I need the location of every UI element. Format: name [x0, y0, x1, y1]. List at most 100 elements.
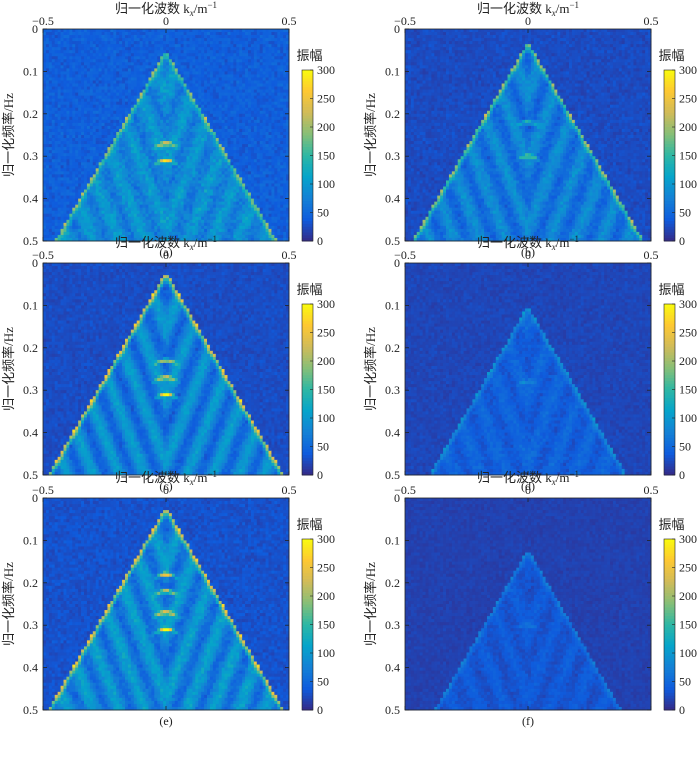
heatmap-cell: [224, 44, 228, 48]
heatmap-cell: [160, 122, 164, 127]
heatmap-cell: [163, 141, 167, 145]
heatmap-cell: [256, 180, 261, 184]
heatmap-cell: [253, 29, 258, 33]
heatmap-cell: [66, 174, 70, 178]
heatmap-cell: [122, 128, 126, 133]
heatmap-cell: [224, 131, 228, 136]
heatmap-cell: [248, 162, 252, 166]
heatmap-cell: [230, 125, 234, 130]
heatmap-cell: [245, 180, 249, 184]
heatmap-cell: [157, 80, 161, 84]
heatmap-cell: [43, 113, 47, 118]
heatmap-cell: [60, 186, 64, 190]
heatmap-cell: [265, 174, 269, 178]
heatmap-cell: [274, 138, 278, 142]
heatmap-cell: [245, 125, 249, 130]
heatmap-cell: [98, 38, 102, 42]
heatmap-cell: [86, 171, 91, 175]
heatmap-cell: [286, 192, 290, 196]
heatmap-cell: [92, 59, 97, 63]
heatmap-cell: [174, 50, 179, 54]
heatmap-cell: [209, 141, 214, 145]
heatmap-cell: [277, 198, 281, 203]
heatmap-cell: [60, 198, 64, 203]
heatmap-cell: [227, 174, 231, 178]
heatmap-cell: [78, 77, 82, 81]
heatmap-cell: [227, 162, 231, 166]
heatmap-cell: [277, 59, 281, 63]
heatmap-cell: [174, 98, 179, 103]
heatmap-cell: [280, 41, 284, 45]
heatmap-cell: [104, 50, 108, 54]
heatmap-cell: [189, 131, 193, 136]
heatmap-cell: [92, 89, 97, 93]
heatmap-cell: [86, 122, 91, 127]
heatmap-cell: [110, 141, 114, 145]
heatmap-cell: [81, 80, 85, 84]
heatmap-cell: [130, 180, 135, 184]
heatmap-cell: [101, 104, 105, 109]
heatmap-cell: [212, 113, 217, 118]
heatmap-cell: [195, 156, 199, 160]
heatmap-cell: [160, 150, 164, 154]
heatmap-cell: [107, 53, 111, 57]
heatmap-cell: [54, 44, 59, 48]
heatmap-cell: [145, 98, 149, 103]
heatmap-cell: [256, 204, 261, 209]
heatmap-cell: [192, 38, 196, 42]
heatmap-cell: [230, 74, 234, 78]
heatmap-cell: [125, 144, 129, 148]
heatmap-cell: [221, 116, 225, 121]
heatmap-cell: [280, 38, 284, 42]
heatmap-cell: [207, 156, 211, 160]
heatmap-cell: [57, 168, 61, 172]
heatmap-cell: [116, 29, 120, 33]
heatmap-cell: [189, 50, 193, 54]
heatmap-cell: [239, 32, 243, 36]
heatmap-cell: [192, 53, 196, 57]
heatmap-cell: [113, 74, 117, 78]
heatmap-cell: [256, 104, 261, 109]
heatmap-cell: [274, 150, 278, 154]
heatmap-cell: [168, 95, 173, 100]
heatmap-cell: [43, 168, 47, 172]
heatmap-cell: [130, 186, 135, 190]
heatmap-cell: [250, 59, 255, 63]
heatmap-cell: [139, 162, 143, 166]
heatmap-cell: [274, 74, 278, 78]
heatmap-cell: [148, 74, 152, 78]
heatmap-cell: [69, 119, 73, 124]
heatmap-cell: [81, 153, 85, 157]
heatmap-cell: [139, 80, 143, 84]
heatmap-cell: [245, 104, 249, 109]
heatmap-cell: [227, 32, 231, 36]
heatmap-cell: [242, 47, 246, 51]
heatmap-cell: [212, 189, 217, 193]
heatmap-cell: [92, 183, 97, 187]
heatmap-cell: [277, 32, 281, 36]
heatmap-cell: [195, 186, 199, 190]
heatmap-cell: [122, 125, 126, 130]
heatmap-cell: [262, 138, 266, 142]
heatmap-cell: [157, 86, 161, 90]
heatmap-cell: [230, 116, 234, 121]
heatmap-cell: [113, 65, 117, 69]
heatmap-cell: [54, 128, 59, 133]
heatmap-cell: [183, 128, 187, 133]
heatmap-cell: [98, 119, 102, 124]
heatmap-cell: [259, 47, 264, 51]
heatmap-cell: [239, 80, 243, 84]
heatmap-cell: [227, 195, 231, 199]
heatmap-cell: [174, 171, 179, 175]
heatmap-cell: [92, 186, 97, 190]
heatmap-cell: [60, 131, 64, 136]
heatmap-cell: [242, 38, 246, 42]
heatmap-cell: [221, 183, 225, 187]
heatmap-cell: [180, 65, 184, 69]
heatmap-cell: [142, 131, 146, 136]
heatmap-cell: [148, 83, 152, 87]
heatmap-cell: [145, 83, 149, 87]
heatmap-cell: [201, 44, 205, 48]
heatmap-cell: [66, 131, 70, 136]
heatmap-cell: [89, 59, 94, 63]
